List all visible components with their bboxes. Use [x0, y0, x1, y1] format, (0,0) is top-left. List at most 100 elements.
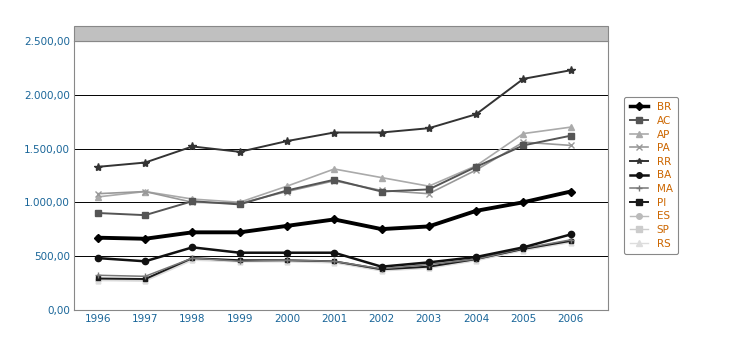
BA — [283, 251, 292, 255]
ES — [424, 265, 433, 269]
ES — [519, 247, 528, 251]
PI — [519, 247, 528, 251]
BR — [424, 224, 433, 228]
PI — [566, 239, 575, 243]
BA — [93, 256, 102, 260]
PI — [377, 267, 386, 271]
PA — [472, 168, 481, 172]
BR — [377, 227, 386, 231]
BR — [93, 236, 102, 240]
AC — [283, 189, 292, 193]
MA — [472, 257, 481, 261]
PI — [283, 258, 292, 262]
Line: BR: BR — [95, 189, 574, 242]
Line: SP: SP — [96, 239, 573, 283]
ES — [141, 278, 150, 282]
MA — [329, 259, 338, 264]
AC — [235, 202, 244, 206]
AC — [188, 199, 197, 203]
BA — [188, 245, 197, 249]
RR — [424, 126, 433, 130]
SP — [188, 258, 197, 262]
MA — [283, 258, 292, 262]
AC — [566, 134, 575, 138]
MA — [377, 267, 386, 271]
PA — [235, 201, 244, 205]
ES — [329, 260, 338, 264]
ES — [472, 258, 481, 262]
RR — [283, 139, 292, 143]
MA — [141, 274, 150, 278]
SP — [93, 278, 102, 282]
ES — [235, 259, 244, 263]
AP — [188, 197, 197, 201]
RS — [188, 258, 197, 262]
PA — [283, 190, 292, 194]
BR — [329, 217, 338, 222]
RS — [283, 260, 292, 264]
BR — [519, 200, 528, 204]
AP — [519, 131, 528, 136]
PA — [329, 179, 338, 183]
PA — [93, 192, 102, 196]
BA — [329, 251, 338, 255]
AP — [141, 190, 150, 194]
Line: AC: AC — [95, 133, 574, 218]
BR — [472, 209, 481, 213]
BA — [472, 255, 481, 259]
RS — [141, 279, 150, 283]
Line: RR: RR — [93, 66, 575, 171]
MA — [519, 246, 528, 250]
Line: PA: PA — [95, 139, 574, 206]
PA — [424, 192, 433, 196]
SP — [235, 259, 244, 264]
ES — [566, 239, 575, 244]
AC — [141, 213, 150, 217]
MA — [93, 273, 102, 277]
RR — [235, 150, 244, 154]
AC — [424, 187, 433, 192]
RR — [377, 130, 386, 135]
PA — [566, 143, 575, 148]
RR — [188, 144, 197, 149]
BR — [141, 237, 150, 241]
PI — [141, 277, 150, 281]
BA — [519, 245, 528, 249]
RS — [566, 240, 575, 245]
Line: AP: AP — [95, 125, 574, 205]
PA — [141, 190, 150, 194]
ES — [93, 278, 102, 282]
AP — [329, 167, 338, 171]
BA — [235, 251, 244, 255]
PI — [93, 277, 102, 281]
MA — [424, 262, 433, 267]
BA — [377, 265, 386, 269]
AC — [472, 165, 481, 169]
PI — [472, 257, 481, 261]
SP — [566, 240, 575, 244]
ES — [283, 259, 292, 263]
RR — [93, 165, 102, 169]
MA — [188, 256, 197, 260]
Line: BA: BA — [95, 232, 574, 270]
SP — [424, 266, 433, 270]
SP — [519, 248, 528, 252]
PA — [188, 200, 197, 204]
MA — [566, 238, 575, 242]
Legend: BR, AC, AP, PA, RR, BA, MA, PI, ES, SP, RS: BR, AC, AP, PA, RR, BA, MA, PI, ES, SP, … — [624, 97, 678, 254]
SP — [283, 259, 292, 264]
PA — [519, 140, 528, 144]
RS — [93, 279, 102, 283]
RR — [141, 161, 150, 165]
BR — [566, 190, 575, 194]
AP — [424, 184, 433, 188]
RS — [235, 260, 244, 264]
Line: PI: PI — [96, 238, 573, 281]
AP — [93, 195, 102, 199]
Line: MA: MA — [94, 236, 574, 280]
PI — [329, 259, 338, 264]
AC — [93, 211, 102, 215]
RR — [329, 130, 338, 135]
BR — [283, 224, 292, 228]
AP — [283, 184, 292, 188]
